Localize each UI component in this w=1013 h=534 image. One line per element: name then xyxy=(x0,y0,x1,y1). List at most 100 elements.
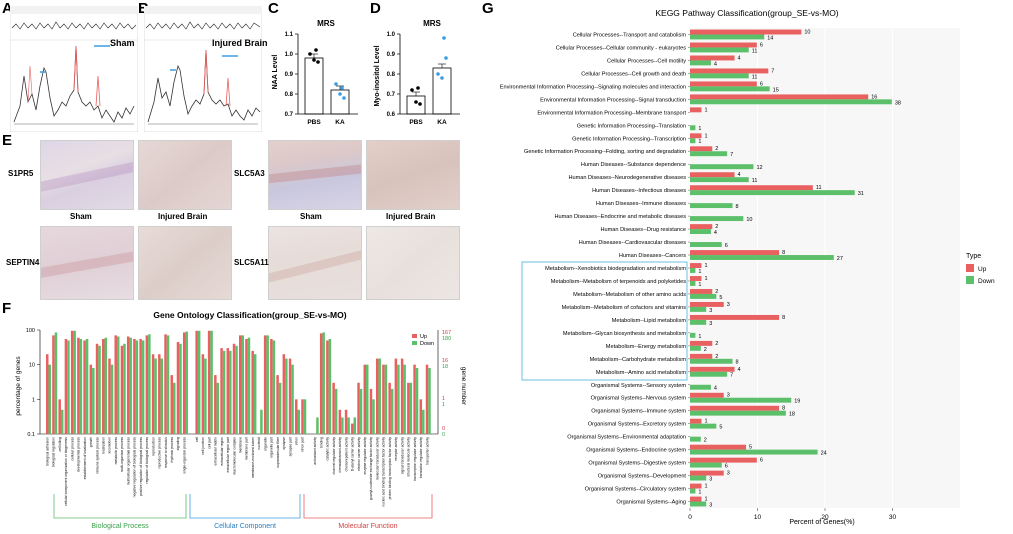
bar-down xyxy=(235,345,238,434)
bar-down xyxy=(341,417,344,434)
bar-pbs xyxy=(406,95,426,115)
ihc-septin4-sham xyxy=(40,226,134,300)
x-tick-label: reproduction xyxy=(151,437,155,456)
bar-down xyxy=(247,337,251,434)
bar-up xyxy=(375,358,379,434)
bar-down xyxy=(690,125,696,131)
x-tick-label: extracellular matrix xyxy=(214,437,218,466)
bar-up xyxy=(690,250,780,256)
x-tick-3: 30 xyxy=(889,514,897,521)
data-point xyxy=(436,72,440,76)
bar-down-value: 14 xyxy=(767,35,773,41)
mrs-naa-chart: MRS NAA Level 0.7 0.8 0.9 1.0 1.1 PBS KA xyxy=(272,19,358,126)
ihc-s1pr5-injured xyxy=(138,140,232,210)
bar-down xyxy=(297,409,301,434)
bar-up xyxy=(407,382,410,434)
x-tick-label: antioxidant activity xyxy=(313,437,317,465)
bar-down xyxy=(690,151,728,157)
bar-up-value: 2 xyxy=(715,289,718,295)
y-tick-label: Metabolism--Metabolism of terpenoids and… xyxy=(551,279,686,285)
ihc-caption-sham: Sham xyxy=(70,212,92,221)
x-tick-label: cellular process xyxy=(70,437,74,461)
x-tick-label: structural molecule activity xyxy=(407,437,411,477)
bar-down xyxy=(409,382,413,434)
y-tick-label: Organismal Systems--Digestive system xyxy=(588,461,686,467)
bar-down xyxy=(154,358,157,434)
bar-up xyxy=(394,358,398,434)
bar-down xyxy=(222,350,226,434)
data-point xyxy=(312,58,316,62)
x-tick-label: response to stimulus xyxy=(164,437,168,468)
bar-up-value: 5 xyxy=(749,445,752,451)
bar-down xyxy=(110,364,114,434)
chart-title: Gene Ontology Classification(group_SE-vs… xyxy=(153,310,346,320)
y-tick-label: Organismal Systems--Aging xyxy=(616,500,686,506)
bar-down xyxy=(690,462,722,468)
bar-down xyxy=(378,358,381,434)
legend-title: Type xyxy=(966,253,981,260)
x-tick-label: supramolecular fiber xyxy=(276,436,280,468)
ihc-row-label-slc5a11: SLC5A11 xyxy=(234,258,269,267)
y-tick-label: Cellular Processes--Cell motility xyxy=(607,58,686,64)
bar-down xyxy=(690,255,834,260)
y-tick-label: Metabolism--Energy metabolism xyxy=(606,344,687,350)
y-tick-label: Genetic Information Processing--Transcri… xyxy=(572,136,686,142)
bar-down xyxy=(366,364,369,434)
D-y-tick-3: 0.9 xyxy=(387,52,396,58)
x-tick-1: 10 xyxy=(754,514,762,521)
bar-down xyxy=(690,47,749,53)
bar-down xyxy=(690,358,733,364)
bar-up xyxy=(690,107,702,113)
bar-down xyxy=(690,384,711,390)
y-tick-label: Metabolism--Metabolism of other amino ac… xyxy=(573,292,686,298)
bar-down xyxy=(229,350,232,434)
bar-up xyxy=(690,405,780,411)
x-tick-label: virion xyxy=(295,437,299,445)
bar-up xyxy=(295,399,298,434)
bar-up-value: 4 xyxy=(738,367,741,373)
y-tick-label: Human Diseases--Drug resistance xyxy=(601,227,687,233)
bar-down-value: 5 xyxy=(719,425,722,431)
data-point xyxy=(338,92,342,96)
x-tick-label: localization xyxy=(102,437,106,454)
y-tick-label: Human Diseases--Cancers xyxy=(619,253,686,259)
bar-up xyxy=(77,337,80,434)
C-y-tick-3: 1.0 xyxy=(285,52,294,58)
bar-up xyxy=(690,340,713,346)
bar-down xyxy=(690,280,696,286)
bar-up xyxy=(690,483,702,489)
bar-up xyxy=(70,330,74,434)
bar-up-value: 1 xyxy=(704,107,707,113)
x-tick-label: synapse part xyxy=(288,437,292,456)
x-tick-2: 20 xyxy=(821,514,829,521)
bar-down xyxy=(79,339,83,434)
bar-up xyxy=(690,146,713,152)
y2-tick-up: 16 xyxy=(442,358,448,364)
bar-down xyxy=(253,354,257,434)
x-tick-label: signaling xyxy=(176,437,180,450)
D-y-tick-0: 0.6 xyxy=(387,112,396,118)
data-point xyxy=(342,96,346,100)
x-tick-label: transporter activity xyxy=(425,437,429,465)
bar-down xyxy=(397,364,400,434)
bar-up-value: 4 xyxy=(738,172,741,178)
x-tick-label: catalytic activity xyxy=(326,437,330,461)
bar-down-value: 8 xyxy=(736,204,739,210)
ihc-caption-injured: Injured Brain xyxy=(158,212,208,221)
bar-up xyxy=(319,333,323,434)
x-tick-ka: KA xyxy=(335,119,345,126)
bar-up xyxy=(690,353,713,359)
bar-up xyxy=(102,339,105,434)
ihc-s1pr5-sham xyxy=(40,140,134,210)
bar-up xyxy=(351,423,354,434)
bar-up-value: 6 xyxy=(760,458,763,464)
bar-up xyxy=(369,388,373,434)
D-y-tick-1: 0.7 xyxy=(387,92,396,98)
chart-title: MRS xyxy=(423,19,441,28)
y-tick-label: Organismal Systems--Circulatory system xyxy=(585,487,687,493)
legend-up: Up xyxy=(420,334,427,340)
x-tick-label: cell junction xyxy=(201,437,205,455)
go-classification-chart: Gene Ontology Classification(group_SE-vs… xyxy=(15,310,467,530)
y-axis-label: Myo-inositol Level xyxy=(374,45,381,106)
bar-up xyxy=(195,330,198,434)
